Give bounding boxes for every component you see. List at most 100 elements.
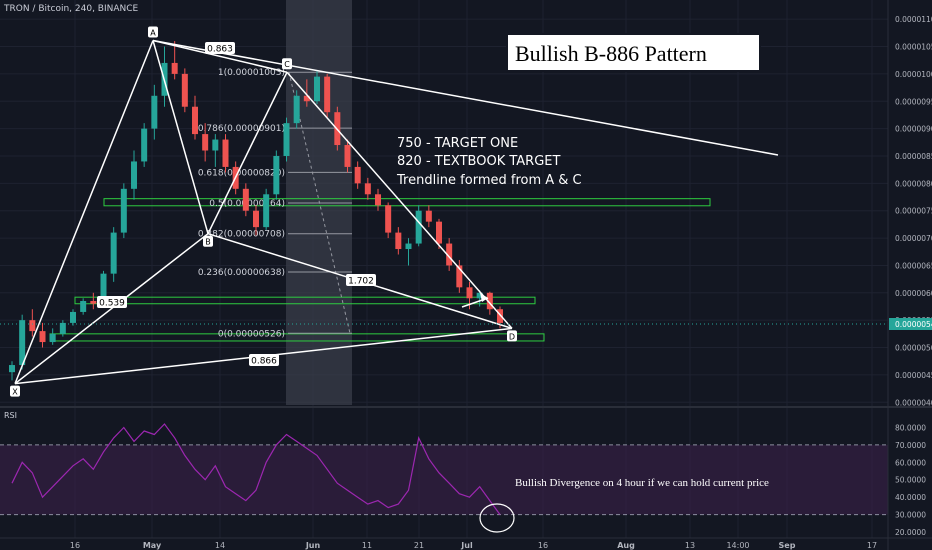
ratio-label-3: 0.866 [251,357,277,367]
leg-ab [152,40,209,234]
price-tick-8: 0.00000700 [895,234,932,243]
ratio-badge-0 [205,42,235,54]
candle-body-7 [80,301,87,312]
candle-body-0 [9,365,15,373]
rsi-tick-2: 60.0000 [895,458,926,467]
point-badge-B [203,235,213,247]
candle-body-3 [39,331,46,343]
candle-body-18 [192,106,198,135]
candle-body-24 [253,210,259,228]
candle-body-27 [283,123,290,156]
time-tick-3: Jun [305,541,321,550]
pattern-ratios: 0.863 0.539 1.702 0.866 [97,42,376,367]
candle-body-37 [385,205,392,233]
point-badge-C [282,58,292,70]
fib-label-6: 0(0.00000526) [218,329,285,339]
point-label-A: A [150,29,156,38]
title-box [506,33,761,72]
candle-body-34 [354,166,361,184]
candle-body-5 [59,322,66,334]
ratio-badge-3 [249,354,279,366]
price-tick-13: 0.00000450 [895,371,932,380]
point-label-D: D [509,332,515,341]
price-tick-0: 0.00001100 [895,15,932,24]
price-tick-3: 0.00000950 [895,97,932,106]
candle-body-40 [415,210,422,244]
candle-body-44 [456,265,463,288]
fib-label-5: 0.236(0.00000638) [198,268,285,278]
time-tick-1: May [143,541,162,550]
current-price-tag [889,318,932,330]
candle-body-16 [171,62,178,74]
rsi-tick-5: 30.0000 [895,511,926,520]
rsi-tick-1: 70.0000 [895,441,926,450]
fib-label-1: 0.786(0.00000901) [198,124,285,134]
divergence-circle [479,503,515,533]
time-tick-11: Sep [779,541,796,550]
rsi-tick-3: 50.0000 [895,476,926,485]
candle-body-19 [202,134,209,151]
ratio-badge-1 [97,296,127,308]
price-tick-1: 0.00001050 [895,43,932,52]
support-zone-0 [103,198,711,207]
candle-body-8 [90,301,97,304]
candle-body-10 [110,232,117,274]
candle-body-28 [293,95,300,124]
candle-body-25 [263,194,270,228]
price-tick-6: 0.00000800 [895,179,932,188]
rsi-pane: 80.0000 70.0000 60.0000 50.0000 40.0000 30.00… [0,406,932,537]
price-tick-5: 0.00000850 [895,152,932,161]
price-tick-12: 0.00000500 [895,344,932,353]
candle-body-9 [100,273,107,304]
note-target-one: 750 - TARGET ONE [397,136,518,151]
time-tick-10: 14:00 [726,541,749,550]
rsi-tick-4: 40.0000 [895,493,926,502]
time-axis: 16 May 14 Jun 11 21 Jul 16 Aug 13 14:00 Sep 17 [0,537,932,550]
candle-body-36 [375,194,381,206]
candle-body-26 [273,155,280,195]
point-label-X: X [12,388,18,397]
leg-xa [14,40,154,384]
time-tick-12: 17 [867,541,877,550]
point-badge-A [148,26,158,38]
support-zone-1 [74,296,536,305]
divergence-note: Bullish Divergence on 4 hour if we can h… [515,477,769,489]
candle-body-35 [364,183,371,195]
candle-body-39 [405,243,412,250]
ratio-label-2: 1.702 [348,277,374,287]
point-badge-D [507,330,517,342]
trendline-ac [152,39,779,156]
rsi-line [11,423,501,515]
candle-body-23 [242,188,249,211]
leg-xb [14,233,209,385]
time-tick-0: 16 [70,541,80,550]
ratio-label-0: 0.863 [207,45,233,55]
candle-body-14 [151,95,158,129]
candle-body-42 [436,221,442,244]
current-price-label: 0.00000543 [895,320,932,329]
time-tick-6: Jul [460,541,473,550]
candle-body-12 [131,161,137,189]
fib-label-4: 0.382(0.00000708) [198,230,285,240]
rsi-tick-0: 80.0000 [895,423,926,432]
candle-body-38 [395,232,402,250]
candle-body-48 [497,309,503,323]
ratio-badge-2 [346,274,376,286]
rsi-label: RSI [4,411,17,420]
time-tick-2: 14 [215,541,225,550]
rsi-tick-6: 20.0000 [895,528,926,537]
fib-label-0: 1(0.00001003) [218,68,285,78]
rsi-band [0,444,888,515]
time-tick-7: 16 [538,541,548,550]
arrow-head [480,293,488,302]
note-trendline: Trendline formed from A & C [396,173,582,188]
point-label-C: C [284,60,290,69]
ratio-label-1: 0.539 [99,299,125,309]
chart-title: Bullish B-886 Pattern [515,41,707,66]
symbol-header: TRON / Bitcoin, 240, BINANCE [4,4,139,14]
fib-label-2: 0.618(0.00000820) [198,168,285,178]
candle-body-31 [324,76,331,113]
candle-body-21 [222,139,229,167]
